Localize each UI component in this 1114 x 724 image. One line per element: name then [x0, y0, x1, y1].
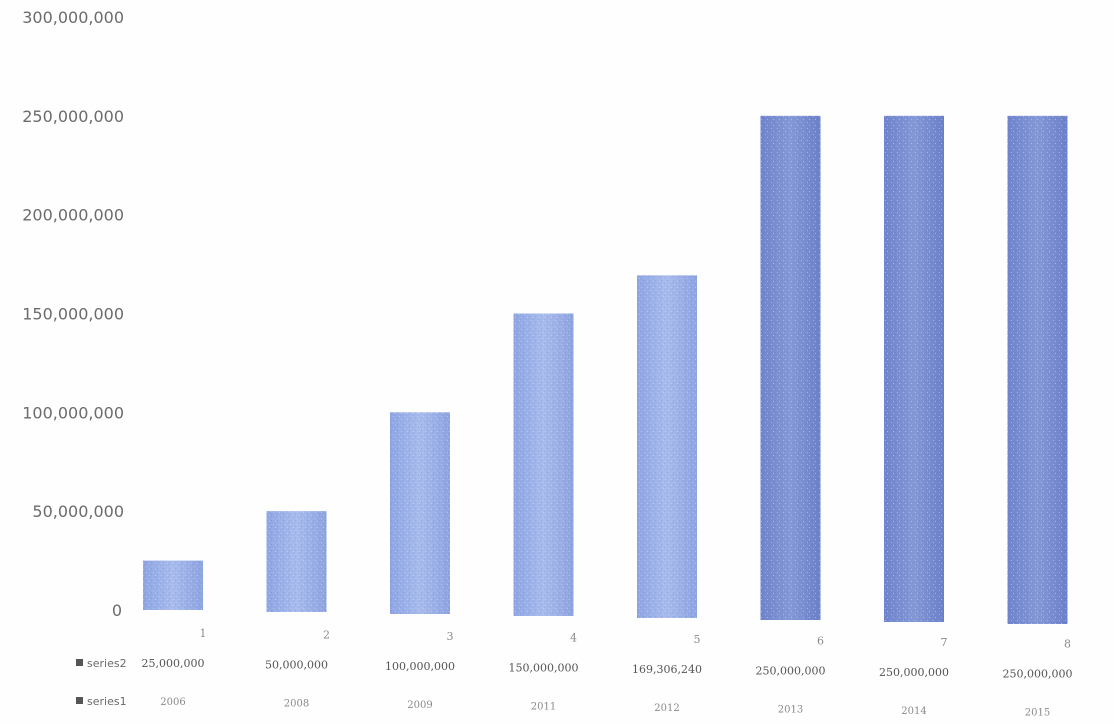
legend-marker	[76, 659, 83, 666]
year-cell: 2006	[160, 697, 185, 708]
year-cell: 2012	[654, 703, 679, 714]
bars-group	[143, 115, 1068, 624]
x-tick-label: 5	[694, 633, 701, 646]
bar-texture	[760, 115, 821, 620]
x-tick-label: 4	[570, 632, 577, 645]
series-name-label: series1	[87, 695, 127, 708]
value-cell: 100,000,000	[385, 660, 455, 673]
x-tick-label: 7	[941, 636, 948, 649]
y-tick-label: 50,000,000	[32, 502, 124, 521]
x-tick-label: 6	[817, 635, 824, 648]
y-tick-label: 300,000,000	[22, 8, 124, 27]
year-cell: 2009	[407, 700, 432, 711]
y-axis: 0 50,000,000 100,000,000 150,000,000 200,000…	[22, 8, 124, 620]
value-cell: 250,000,000	[1003, 668, 1073, 681]
value-cell: 250,000,000	[756, 665, 826, 678]
bar-texture	[884, 115, 944, 622]
year-cell: 2015	[1025, 708, 1050, 719]
year-cell: 2011	[531, 702, 556, 713]
x-tick-label: 2	[323, 629, 330, 642]
value-cell: 169,306,240	[632, 663, 702, 676]
x-tick-label: 8	[1064, 638, 1071, 651]
y-tick-label: 250,000,000	[22, 107, 124, 126]
legend-marker	[76, 697, 83, 704]
bar-texture	[266, 511, 327, 612]
y-tick-label: 100,000,000	[22, 403, 124, 422]
value-cell: 50,000,000	[265, 659, 328, 672]
year-cell: 2013	[778, 705, 803, 716]
x-tick-label: 3	[447, 630, 454, 643]
year-cell: 2014	[901, 706, 926, 717]
bar-texture	[1007, 115, 1068, 624]
data-table: series2 25,000,000 50,000,000 100,000,000 15…	[76, 657, 1072, 719]
x-tick-label: 1	[200, 627, 207, 640]
x-axis: 1 2 3 4 5 6 7 8	[200, 627, 1072, 651]
y-tick-label: 200,000,000	[22, 206, 124, 225]
value-cell: 25,000,000	[142, 657, 205, 670]
bar-texture	[143, 560, 203, 610]
value-cell: 250,000,000	[879, 666, 949, 679]
bar-texture	[390, 412, 450, 614]
year-cell: 2008	[284, 699, 309, 710]
chart-title-fragment: ᵕ ᵕᵕᵕ ᵕᵕᵕ	[460, 0, 580, 17]
y-tick-label: 0	[112, 601, 122, 620]
series-name-label: series2	[87, 657, 127, 670]
value-cell: 150,000,000	[509, 662, 579, 675]
bar-texture	[637, 275, 697, 618]
y-tick-label: 150,000,000	[22, 305, 124, 324]
bar-texture	[513, 313, 574, 616]
